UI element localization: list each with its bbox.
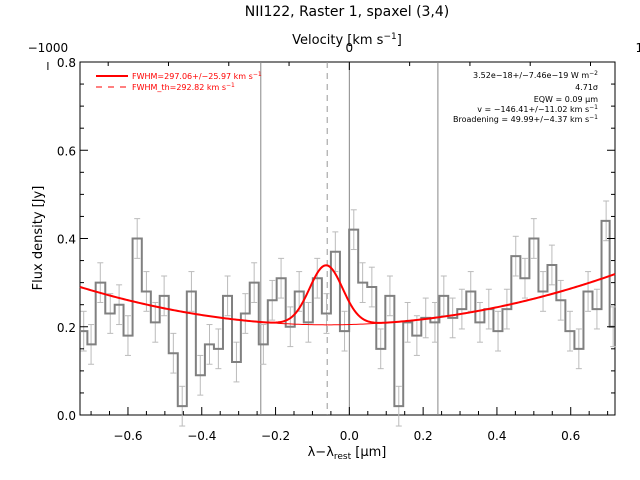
- legend: FWHM=297.06+/−25.97 km s−1 FWHM_th=292.8…: [96, 71, 262, 92]
- fit-curves: [79, 264, 616, 326]
- annotation-line-flux-sup: −2: [589, 70, 598, 77]
- x-axis-label-sub: rest: [334, 452, 352, 462]
- x-axis-label: λ−λrest [μm]: [308, 445, 387, 462]
- legend-label-fwhm-th-sup: −1: [226, 82, 235, 89]
- spectrum-steps: [80, 219, 615, 408]
- legend-label-fwhm: FWHM=297.06+/−25.97 km s−1: [132, 71, 262, 81]
- top-axis-label: Velocity [km s−1]: [292, 32, 402, 48]
- axis-ticks: [47, 61, 615, 416]
- annotation-broadening: Broadening = 49.99+/−4.37 km s−1: [453, 114, 598, 124]
- annotation-velocity-main: v = −146.41+/−11.02 km s: [477, 105, 589, 114]
- legend-label-fwhm-th-main: FWHM_th=292.82 km s: [132, 83, 226, 92]
- top-axis-label-end: ]: [397, 33, 402, 48]
- x-tick-label: −0.6: [113, 429, 142, 443]
- legend-label-fwhm-main: FWHM=297.06+/−25.97 km s: [132, 72, 253, 81]
- top-tick-label: −1000: [28, 41, 69, 55]
- x-tick-label: −0.2: [261, 429, 290, 443]
- top-tick-label: 0: [346, 41, 354, 55]
- x-axis-label-main: λ−λ: [308, 445, 335, 460]
- legend-label-fwhm-th: FWHM_th=292.82 km s−1: [132, 82, 235, 92]
- top-tick-label: 1000: [636, 41, 640, 55]
- x-tick-label: 0.6: [561, 429, 580, 443]
- annotation-broadening-sup: −1: [589, 114, 598, 121]
- x-tick-label: 0.4: [487, 429, 506, 443]
- x-tick-label: 0.0: [340, 429, 359, 443]
- annotation-velocity: v = −146.41+/−11.02 km s−1: [477, 104, 598, 114]
- y-tick-label: 0.4: [57, 233, 76, 247]
- x-tick-label: 0.2: [414, 429, 433, 443]
- x-tick-label: −0.4: [187, 429, 216, 443]
- y-tick-label: 0.0: [57, 409, 76, 423]
- annotation-significance-main: 4.71σ: [575, 83, 598, 92]
- annotation-broadening-main: Broadening = 49.99+/−4.37 km s: [453, 115, 589, 124]
- x-axis-label-unit: [μm]: [351, 445, 386, 460]
- legend-label-fwhm-sup: −1: [253, 71, 262, 78]
- annotation-eqw: EQW = 0.09 μm: [534, 95, 598, 104]
- annotation-line-flux-main: 3.52e−18+/−7.46e−19 W m: [473, 71, 589, 80]
- annotation-significance: 4.71σ: [575, 83, 598, 92]
- annotation-eqw-main: EQW = 0.09 μm: [534, 95, 598, 104]
- annotation-line-flux: 3.52e−18+/−7.46e−19 W m−2: [473, 70, 598, 80]
- fit-annotations: 3.52e−18+/−7.46e−19 W m−2 4.71σ EQW = 0.…: [453, 70, 598, 124]
- top-axis-label-main: Velocity [km s: [292, 33, 384, 48]
- chart-title: NII122, Raster 1, spaxel (3,4): [245, 4, 450, 20]
- top-axis-label-sup: −1: [383, 32, 396, 42]
- fit-total-curve: [79, 264, 616, 324]
- y-tick-label: 0.6: [57, 144, 76, 158]
- annotation-velocity-sup: −1: [589, 104, 598, 111]
- y-tick-label: 0.2: [57, 321, 76, 335]
- y-tick-label: 0.8: [57, 56, 76, 70]
- spectrum-step-line: [80, 219, 615, 408]
- tick-labels: −0.6 −0.4 −0.2 0.0 0.2 0.4 0.60.00.20.40.60.8−…: [28, 41, 640, 443]
- y-axis-label: Flux density [Jy]: [31, 186, 46, 291]
